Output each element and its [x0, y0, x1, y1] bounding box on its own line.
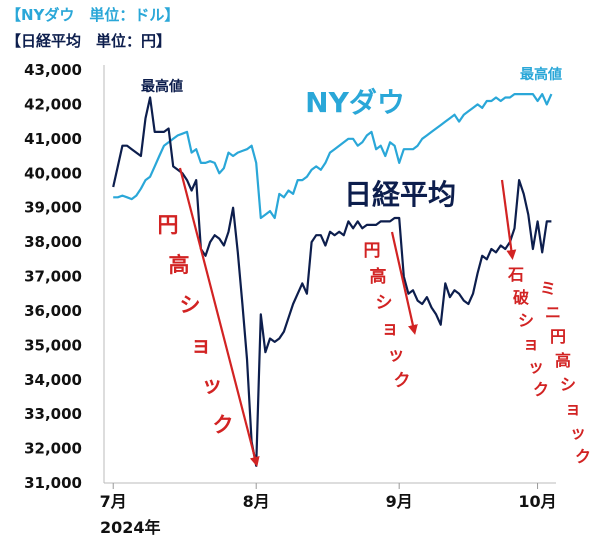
y-tick-label: 43,000: [24, 61, 82, 79]
shock-text-char: ク: [575, 447, 591, 466]
shock-text-char: ッ: [202, 373, 223, 397]
shock-text-char: 高: [555, 351, 571, 370]
y-tick-label: 36,000: [24, 302, 82, 320]
y-tick-label: 39,000: [24, 199, 82, 217]
y-axis: 31,000 32,000 33,000 34,000 35,000 36,000 37,0…: [24, 61, 556, 492]
shock-text-char: 円: [364, 241, 381, 261]
shock-text-char: 円: [550, 327, 566, 346]
series-lines: [112, 92, 553, 467]
shock-text-char: 高: [370, 266, 387, 287]
nikkei-series-label: 日経平均: [344, 178, 456, 211]
shock-text-char: ク: [394, 371, 411, 391]
shock-text-char: ョ: [382, 319, 399, 339]
shock-text-char: ミ: [540, 279, 556, 298]
dow-high-annotation: 最高値: [520, 66, 562, 83]
dow-series-label: NYダウ: [305, 86, 405, 119]
legend-dow: 【NYダウ 単位：ドル】: [6, 6, 180, 24]
shock-arrow-2: [390, 231, 418, 335]
y-tick-label: 38,000: [24, 233, 82, 251]
y-tick-label: 32,000: [24, 440, 82, 458]
x-tick-label: 8月: [243, 492, 270, 511]
x-tick-label: 9月: [386, 492, 413, 511]
shock-text-char: 石: [507, 265, 524, 284]
x-axis: 7月 8月 9月 10月: [100, 483, 557, 511]
legend-nikkei: 【日経平均 単位：円】: [6, 32, 172, 50]
shock-text-char: ョ: [565, 399, 581, 418]
shock-text-char: ク: [533, 380, 549, 399]
nikkei-high-annotation: 最高値: [141, 78, 183, 95]
shock-text-char: ッ: [528, 357, 544, 376]
shock-text-char: シ: [376, 293, 393, 313]
shock-text-char: ョ: [523, 334, 539, 353]
shock-text-char: ク: [213, 413, 234, 437]
shock-text-char: 円: [158, 213, 179, 237]
x-tick-label: 7月: [100, 492, 127, 511]
y-tick-label: 41,000: [24, 130, 82, 148]
shock-text-char: シ: [180, 293, 201, 317]
y-tick-label: 42,000: [24, 95, 82, 113]
shock-text-char: ッ: [570, 423, 586, 442]
shock-text-char: ニ: [545, 303, 561, 322]
shock-text-char: ョ: [191, 333, 212, 357]
dow-series-line: [113, 92, 553, 220]
y-tick-label: 35,000: [24, 336, 82, 354]
nikkei-series-line: [112, 96, 552, 467]
shock-arrow-1: [178, 167, 260, 467]
y-tick-label: 40,000: [24, 164, 82, 182]
shock-text-char: ッ: [388, 345, 405, 365]
y-tick-label: 31,000: [24, 474, 82, 492]
y-tick-label: 33,000: [24, 405, 82, 423]
shock-arrow-3: [500, 179, 517, 260]
year-label: 2024年: [100, 518, 161, 537]
y-tick-label: 34,000: [24, 371, 82, 389]
shock-text-char: シ: [560, 375, 576, 394]
y-tick-label: 37,000: [24, 268, 82, 286]
shock-text-char: 破: [513, 288, 529, 307]
shock-text-char: 高: [169, 253, 190, 277]
x-tick-label: 10月: [518, 492, 556, 511]
shock-text-char: シ: [518, 311, 534, 330]
